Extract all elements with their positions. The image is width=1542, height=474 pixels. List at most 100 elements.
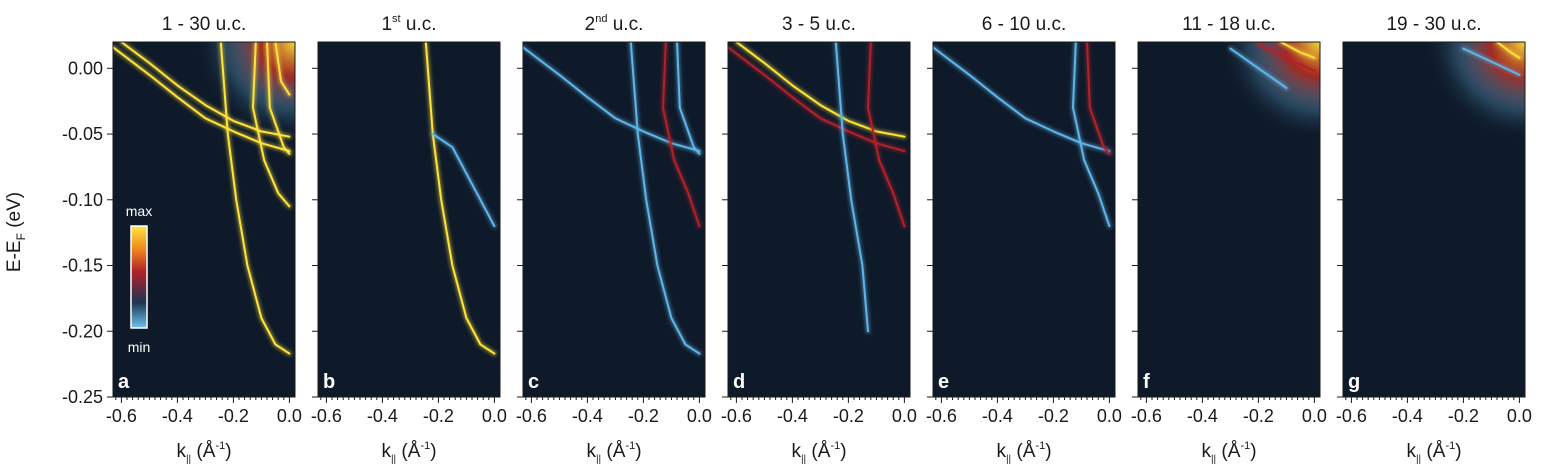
band-line (120, 42, 291, 138)
x-axis-label-close: ) (1045, 441, 1051, 462)
x-axis-label-main: k (1201, 441, 1211, 462)
intensity-hotspot (1424, 42, 1525, 142)
x-axis-label: k|| (Å-1) (381, 440, 436, 465)
band-line (1257, 43, 1316, 72)
x-tick-label: -0.4 (982, 406, 1013, 426)
x-axis-label-sup: -1 (420, 440, 430, 452)
x-tick-label: 0.0 (1097, 406, 1122, 426)
x-axis-label-main: k (176, 441, 186, 462)
band-line (1279, 42, 1316, 59)
panel-title-main: 11 - 18 u.c. (1182, 14, 1276, 35)
intensity-hotspot (1219, 42, 1320, 142)
panel-title: 6 - 10 u.c. (982, 14, 1067, 35)
x-tick-label: -0.2 (1243, 406, 1274, 426)
x-axis-label-close: ) (225, 441, 231, 462)
x-axis-label: k|| (Å-1) (586, 440, 641, 465)
x-axis-label: k|| (Å-1) (996, 440, 1051, 465)
plot-frame (1342, 41, 1526, 398)
x-tick-label: -0.4 (367, 406, 398, 426)
x-tick-label: -0.4 (162, 406, 193, 426)
band-line (252, 42, 291, 208)
plot-background (728, 42, 910, 397)
band-line (676, 42, 701, 155)
band-line (834, 42, 869, 333)
y-tick-label: -0.15 (62, 256, 103, 276)
y-tick-label: -0.25 (62, 387, 103, 407)
x-axis-label-sub: || (801, 454, 806, 465)
colorbar: max min (126, 203, 152, 355)
x-axis-label: k|| (Å-1) (176, 440, 231, 465)
panel-title: 2nd u.c. (585, 13, 644, 35)
panel-title-main: 3 - 5 u.c. (782, 14, 856, 35)
panel-letter: e (938, 371, 949, 393)
band-line (1072, 42, 1111, 228)
x-tick-label: 0.0 (482, 406, 507, 426)
x-axis-label-sup: -1 (215, 440, 225, 452)
x-tick-label: -0.2 (423, 406, 454, 426)
x-axis-label: k|| (Å-1) (1406, 440, 1461, 465)
panel-g: 19 - 30 u.c. g -0.6 -0.4 -0.2 0.0 k|| (Å-1) (1336, 14, 1532, 465)
plot-frame (1137, 41, 1321, 398)
panel-title-main: 19 - 30 u.c. (1386, 14, 1481, 35)
x-axis-label-sup: -1 (1445, 440, 1455, 452)
panel-letter: b (323, 371, 335, 393)
x-axis-label-unit: (Å (396, 441, 421, 462)
panel-e: 6 - 10 u.c. e -0.6 -0.4 -0.2 0.0 k|| (Å-1) (926, 14, 1122, 465)
x-axis-label-main: k (791, 441, 801, 462)
x-tick-label: -0.2 (628, 406, 659, 426)
x-tick-label: -0.2 (1448, 406, 1479, 426)
x-tick-label: -0.2 (218, 406, 249, 426)
panel-title-main: 1 - 30 u.c. (162, 14, 247, 35)
x-axis-label-unit: (Å (1011, 441, 1036, 462)
y-tick-label: -0.20 (62, 321, 103, 341)
x-axis-label: k|| (Å-1) (791, 440, 846, 465)
y-axis-label-unit: (eV) (4, 192, 25, 233)
band-line (867, 42, 906, 228)
panel-title: 1 - 30 u.c. (162, 14, 247, 35)
y-axis-label-main: E-E (4, 240, 25, 272)
panel-title-main: 6 - 10 u.c. (982, 14, 1067, 35)
panel-letter: g (1348, 371, 1360, 393)
plot-background (523, 42, 705, 397)
x-tick-label: -0.4 (572, 406, 603, 426)
x-axis-label-unit: (Å (1216, 441, 1241, 462)
x-axis-label-close: ) (430, 441, 436, 462)
panel-title: 19 - 30 u.c. (1386, 14, 1481, 35)
band-line (431, 133, 496, 228)
panel-letter: c (528, 371, 539, 393)
x-axis-label-close: ) (840, 441, 846, 462)
band-line (1462, 47, 1521, 76)
x-axis-label-unit: (Å (191, 441, 216, 462)
plot-frame (932, 41, 1116, 398)
plot-frame (727, 41, 911, 398)
panel-d: 3 - 5 u.c. d -0.6 -0.4 -0.2 0.0 k|| (Å-1) (721, 14, 917, 465)
colorbar-max-label: max (126, 203, 152, 219)
x-axis-label-close: ) (635, 441, 641, 462)
plot-frame (522, 41, 706, 398)
x-axis-label-main: k (586, 441, 596, 462)
plot-background (318, 42, 500, 397)
panel-title-sup: st (392, 13, 401, 25)
y-tick-label: -0.05 (62, 124, 103, 144)
band-line (1229, 47, 1288, 89)
x-axis-label-main: k (996, 441, 1006, 462)
x-tick-label: -0.6 (106, 406, 137, 426)
band-line (1496, 42, 1521, 59)
panel-title-tail: u.c. (607, 14, 643, 35)
band-line (735, 42, 906, 138)
x-axis-label-main: k (381, 441, 391, 462)
colorbar-scale (130, 225, 148, 329)
panel-letter: a (118, 371, 130, 393)
panel-letter: d (733, 371, 745, 393)
x-axis-label-close: ) (1250, 441, 1256, 462)
x-axis-label-sub: || (1006, 454, 1011, 465)
colorbar-min-label: min (128, 339, 151, 355)
x-tick-label: -0.6 (1336, 406, 1367, 426)
y-tick-label: 0.00 (68, 58, 103, 78)
x-tick-label: -0.4 (1392, 406, 1423, 426)
x-axis-label-sub: || (1211, 454, 1216, 465)
x-axis-label-sup: -1 (1240, 440, 1250, 452)
x-axis-label-unit: (Å (806, 441, 831, 462)
x-axis-label-sup: -1 (625, 440, 635, 452)
band-line (219, 42, 291, 355)
